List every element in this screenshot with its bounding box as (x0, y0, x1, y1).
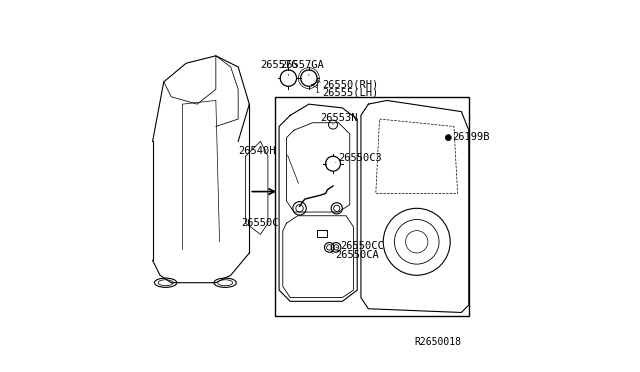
Text: 26550CA: 26550CA (335, 250, 380, 260)
Text: 26550C: 26550C (241, 218, 279, 228)
Text: 26557GA: 26557GA (280, 60, 324, 70)
Text: R2650018: R2650018 (414, 337, 461, 347)
Text: 26540H: 26540H (238, 146, 275, 155)
Circle shape (445, 135, 451, 141)
Text: 26199B: 26199B (452, 132, 490, 142)
Text: 26550CC: 26550CC (340, 241, 384, 250)
Text: 26555(LH): 26555(LH) (322, 87, 378, 97)
Text: 26550(RH): 26550(RH) (322, 80, 378, 90)
Text: 26553N: 26553N (320, 113, 358, 123)
Text: 26557G: 26557G (260, 60, 298, 70)
Text: 26550C3: 26550C3 (338, 153, 381, 163)
